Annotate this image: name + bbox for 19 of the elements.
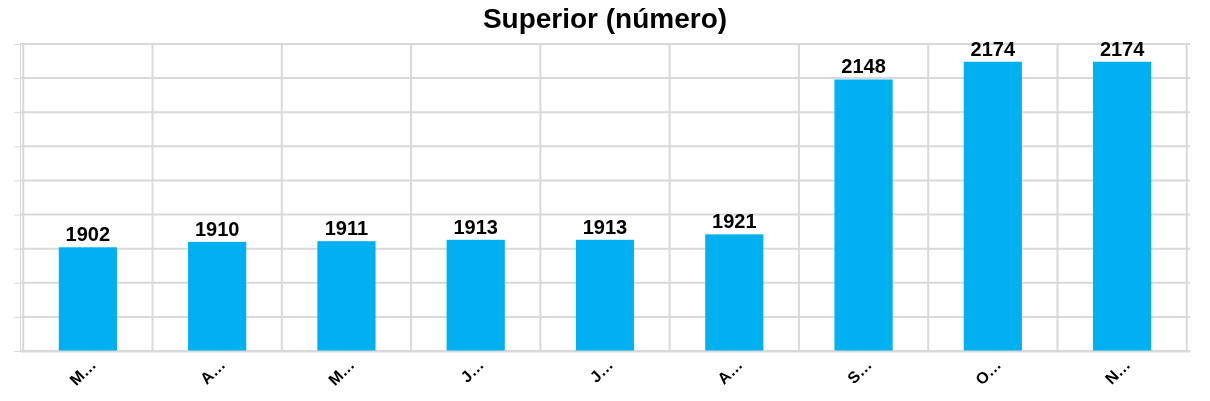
x-tick-label: O… <box>972 355 1005 389</box>
x-tick-label: J… <box>457 355 488 386</box>
x-tick-label: J… <box>586 355 617 386</box>
x-tick-label: M… <box>66 355 100 389</box>
x-tick-label: N… <box>1101 355 1134 388</box>
x-tick-label: M… <box>324 355 358 389</box>
data-label: 2174 <box>1099 37 1146 60</box>
data-label: 2148 <box>841 55 886 78</box>
data-label: 1910 <box>194 217 240 240</box>
data-label: 1913 <box>453 215 498 238</box>
x-tick-label: A… <box>714 355 746 388</box>
chart-title: Superior (número) <box>482 3 728 34</box>
x-tick-label: A… <box>196 355 229 388</box>
x-tick-label: S… <box>844 355 875 387</box>
data-label: 1921 <box>712 210 757 233</box>
data-label: 2174 <box>970 37 1016 60</box>
data-label: 1913 <box>582 215 628 238</box>
data-label: 1902 <box>65 223 111 246</box>
data-label: 1911 <box>324 217 369 240</box>
